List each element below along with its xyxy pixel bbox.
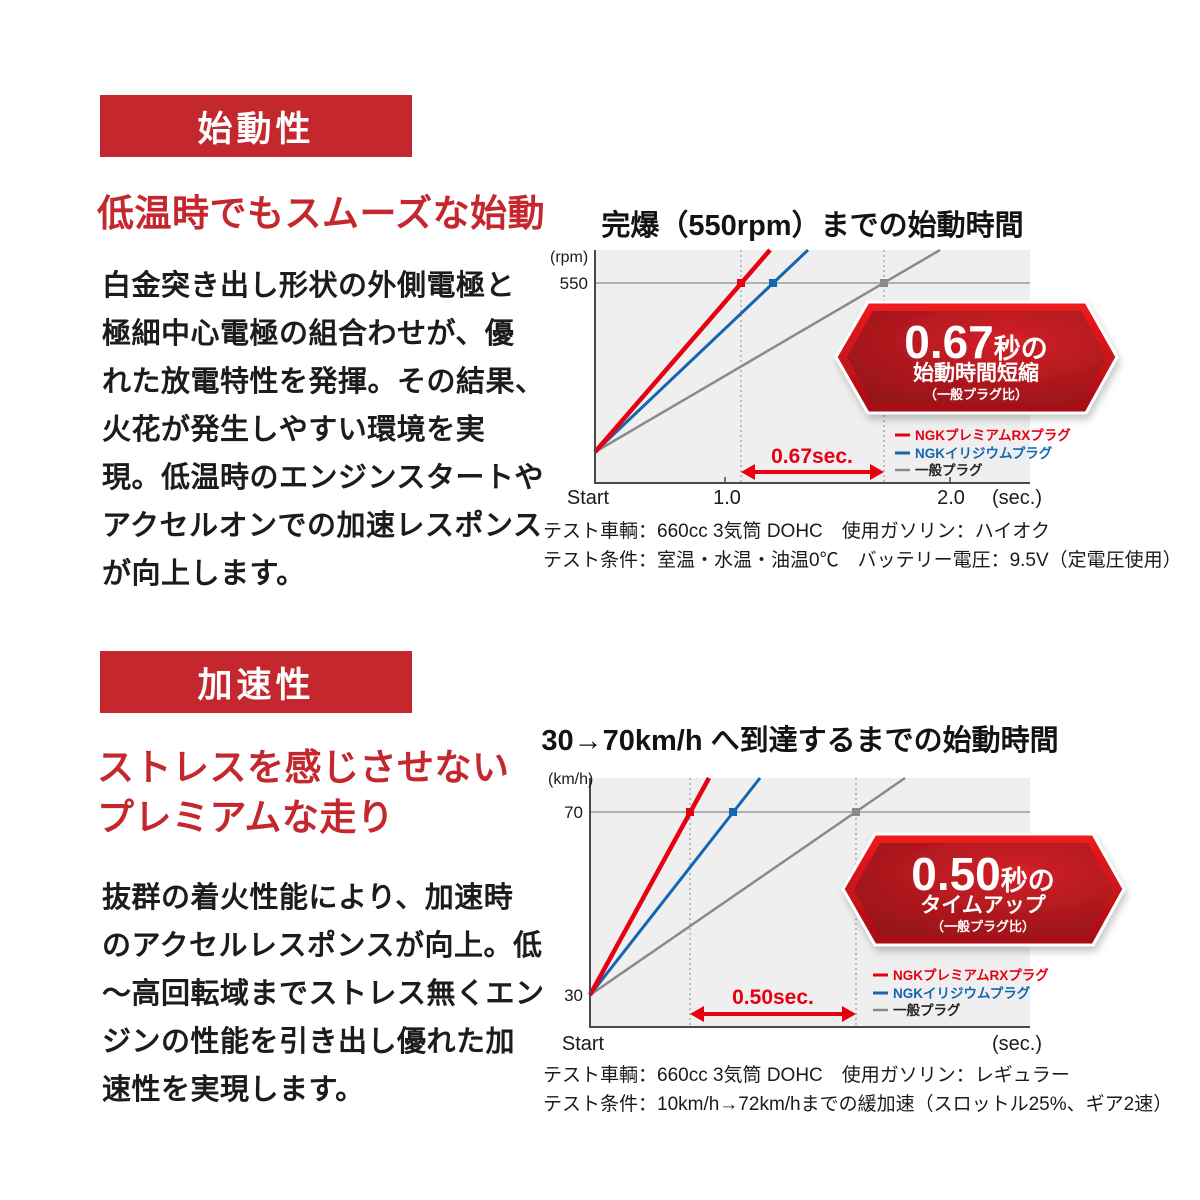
legend-item-iridium: NGKイリジウムプラグ <box>873 985 1031 1001</box>
chart2-test-notes: テスト車輌：660cc 3気筒 DOHC 使用ガソリン：レギュラー テスト条件：… <box>543 1065 1173 1115</box>
callout-line2: タイムアップ <box>920 894 1047 917</box>
y-axis-label: (rpm) <box>550 249 588 266</box>
callout-panel <box>854 843 1113 936</box>
x-label-start: Start <box>567 487 610 509</box>
legend: NGKプレミアムRXプラグ NGKイリジウムプラグ 一般プラグ <box>873 967 1049 1018</box>
legend-item-iridium: NGKイリジウムプラグ <box>895 445 1053 461</box>
callout-panel <box>847 311 1106 404</box>
startability-body: 白金突き出し形状の外側電極と 極細中心電極の組合わせが、優 れた放電特性を発揮。… <box>102 270 545 590</box>
annotation-arrow <box>690 1006 856 1022</box>
legend-item-premium-rx: NGKプレミアムRXプラグ <box>895 427 1071 443</box>
marker-standard <box>852 808 860 816</box>
chart1-title: 完爆（550rpm）までの始動時間 <box>601 210 1024 242</box>
callout-badge: 0.50秒の タイムアップ （一般プラグ比） <box>841 832 1126 947</box>
annotation-label: 0.67sec. <box>771 445 853 468</box>
y-axis-label: (km/h) <box>548 771 593 788</box>
annotation-label: 0.50sec. <box>732 986 814 1009</box>
legend-label-standard: 一般プラグ <box>915 462 983 478</box>
marker-standard <box>880 279 888 287</box>
legend-item-premium-rx: NGKプレミアムRXプラグ <box>873 967 1049 983</box>
marker-premium-rx <box>686 808 694 816</box>
y-tick-label-70: 70 <box>564 803 583 822</box>
legend-label-standard: 一般プラグ <box>893 1002 961 1018</box>
legend-label-iridium: NGKイリジウムプラグ <box>915 445 1053 461</box>
callout-line2: 始動時間短縮 <box>913 361 1039 385</box>
legend-item-standard: 一般プラグ <box>873 1002 961 1018</box>
legend-item-standard: 一般プラグ <box>895 462 983 478</box>
legend: NGKプレミアムRXプラグ NGKイリジウムプラグ 一般プラグ <box>895 427 1071 478</box>
y-tick-label-30: 30 <box>564 986 583 1005</box>
x-unit-label: (sec.) <box>992 487 1042 509</box>
chart1-test-notes: テスト車輌：660cc 3気筒 DOHC 使用ガソリン：ハイオク テスト条件：室… <box>543 521 1182 571</box>
annotation-arrow <box>741 464 884 480</box>
axes <box>589 778 1030 1028</box>
legend-label-premium-rx: NGKプレミアムRXプラグ <box>893 967 1049 983</box>
callout-badge: 0.67秒の 始動時間短縮 （一般プラグ比） <box>834 300 1119 415</box>
section-badge-startability: 始動性 <box>100 95 412 157</box>
y-tick-label-550: 550 <box>560 274 588 293</box>
marker-iridium <box>729 808 737 816</box>
startup-time-chart: (rpm) 550 Start 1.0 2.0 (sec.) 0.67sec. … <box>550 248 1119 509</box>
marker-premium-rx <box>737 279 745 287</box>
callout-value-line: 0.67秒の <box>904 316 1048 368</box>
x-unit-label: (sec.) <box>992 1033 1042 1055</box>
legend-label-premium-rx: NGKプレミアムRXプラグ <box>915 427 1071 443</box>
axes <box>594 250 1030 484</box>
callout-value-line: 0.50秒の <box>911 848 1055 900</box>
acceleration-heading: ストレスを感じさせない プレミアムな走り <box>97 747 510 838</box>
acceleration-body: 抜群の着火性能により、加速時 のアクセルレスポンスが向上。低 〜高回転域までスト… <box>102 882 545 1106</box>
acceleration-time-chart: (km/h) 70 30 Start (sec.) 0.50sec. NGKプレ… <box>548 771 1126 1055</box>
legend-label-iridium: NGKイリジウムプラグ <box>893 985 1031 1001</box>
x-tick-label-1: 1.0 <box>713 487 741 509</box>
x-label-start: Start <box>562 1033 605 1055</box>
x-tick-label-2: 2.0 <box>937 487 965 509</box>
chart2-title: 30→70km/h へ到達するまでの始動時間 <box>541 725 1059 757</box>
callout-line3: （一般プラグ比） <box>931 919 1035 934</box>
callout-line3: （一般プラグ比） <box>924 387 1028 402</box>
section-badge-acceleration: 加速性 <box>100 651 412 713</box>
marker-iridium <box>769 279 777 287</box>
startability-heading: 低温時でもスムーズな始動 <box>97 193 546 234</box>
